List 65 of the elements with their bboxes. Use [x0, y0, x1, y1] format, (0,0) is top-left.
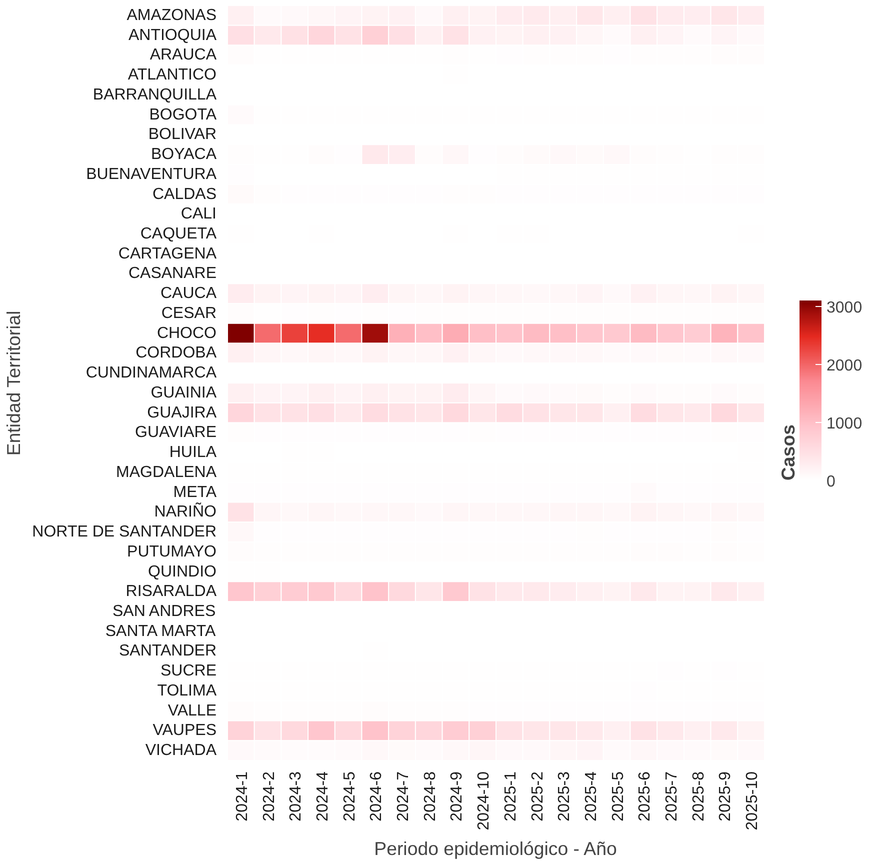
y-tick-label: CALDAS — [152, 186, 217, 203]
y-tick-label: RISARALDA — [126, 583, 217, 600]
color-bar-label: 0 — [826, 474, 836, 490]
y-axis-title: Entidad Territorial — [3, 310, 24, 456]
y-tick-label: ARAUCA — [150, 46, 217, 64]
color-bar-title: Casos — [778, 424, 798, 480]
y-tick-label: BOLIVAR — [148, 126, 216, 144]
y-tick-label: GUAINIA — [150, 384, 217, 402]
y-tick-label: CARTAGENA — [118, 245, 217, 262]
y-tick-label: BOGOTA — [149, 106, 217, 124]
y-tick-label: VAUPES — [152, 722, 217, 740]
x-tick-label: 2024-6 — [368, 771, 386, 822]
y-tick-label: ATLANTICO — [128, 66, 217, 84]
y-tick-label: SAN ANDRES — [112, 602, 216, 620]
y-tick-label: VICHADA — [145, 742, 217, 760]
x-tick-label: 2025-10 — [744, 771, 762, 830]
y-tick-label: HUILA — [169, 444, 217, 462]
y-tick-label: MAGDALENA — [116, 464, 217, 481]
x-tick-label: 2025-4 — [582, 771, 600, 822]
y-tick-label: GUAJIRA — [147, 404, 217, 422]
y-tick-label: CORDOBA — [136, 344, 217, 362]
y-tick-label: CAQUETA — [140, 225, 217, 242]
x-tick-label: 2025-8 — [690, 771, 708, 822]
y-tick-label: SUCRE — [160, 662, 217, 680]
y-tick-label: ANTIOQUIA — [128, 26, 217, 44]
x-tick-label: 2024-4 — [314, 771, 332, 822]
x-tick-label: 2024-1 — [234, 771, 251, 822]
x-tick-label: 2024-10 — [476, 771, 493, 830]
x-tick-label: 2024-3 — [288, 771, 305, 822]
y-tick-label: QUINDIO — [148, 563, 217, 580]
y-tick-label: NARIÑO — [154, 502, 217, 521]
x-tick-label: 2024-7 — [395, 771, 412, 822]
y-tick-label: CUNDINAMARCA — [86, 364, 217, 382]
y-tick-label: SANTANDER — [119, 642, 217, 660]
color-bar-label: 2000 — [826, 357, 862, 374]
x-tick-label: 2024-9 — [448, 771, 466, 822]
y-tick-label: VALLE — [168, 702, 216, 720]
y-tick-label: BUENAVENTURA — [86, 166, 217, 183]
x-tick-label: 2025-1 — [502, 771, 520, 822]
y-tick-label: AMAZONAS — [126, 6, 217, 24]
y-tick-label: BARRANQUILLA — [92, 86, 217, 104]
y-tick-label: CASANARE — [128, 265, 217, 282]
y-tick-label: SANTA MARTA — [105, 622, 216, 640]
y-tick-label: BOYACA — [151, 146, 217, 164]
color-bar-label: 3000 — [826, 299, 862, 316]
x-tick-label: 2025-3 — [556, 771, 574, 822]
y-tick-label: CHOCO — [156, 324, 217, 342]
x-tick-label: 2025-9 — [717, 771, 734, 822]
y-tick-label: CESAR — [161, 304, 216, 322]
x-tick-label: 2024-2 — [260, 771, 278, 822]
x-tick-label: 2024-8 — [422, 771, 439, 822]
y-tick-label: PUTUMAYO — [127, 543, 216, 560]
y-tick-label: META — [173, 484, 217, 501]
x-tick-label: 2025-6 — [636, 771, 654, 822]
y-tick-label: TOLIMA — [157, 682, 217, 700]
x-axis-title: Periodo epidemiológico - Año — [374, 838, 617, 860]
x-tick-label: 2025-2 — [529, 771, 546, 822]
x-tick-label: 2025-7 — [664, 771, 681, 822]
color-bar-label: 1000 — [826, 415, 862, 432]
y-tick-label: GUAVIARE — [135, 424, 216, 442]
y-tick-label: CAUCA — [160, 285, 217, 302]
y-tick-label: NORTE DE SANTANDER — [32, 524, 217, 541]
x-tick-label: 2025-5 — [610, 771, 627, 822]
y-tick-label: CALI — [180, 206, 217, 223]
x-tick-label: 2024-5 — [341, 771, 358, 822]
